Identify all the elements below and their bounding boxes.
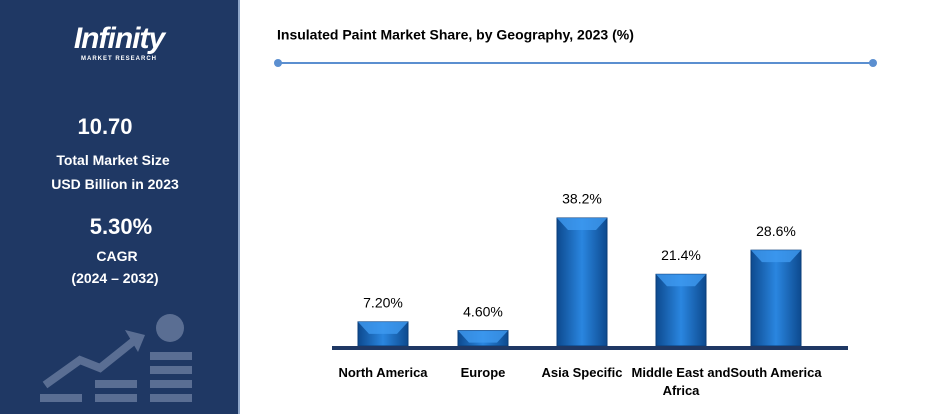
x-tick-label: Asia Specific	[541, 365, 623, 380]
cagr: 5.30%	[89, 214, 153, 239]
market-size-unit: USD Billion in 2023	[51, 176, 179, 192]
logo-sub: MARKET RESEARCH	[80, 56, 157, 62]
x-tick-label: South America	[730, 365, 822, 380]
chart-title: Insulated Paint Market Share, by Geograp…	[277, 27, 634, 43]
value-label: 38.2%	[562, 191, 602, 207]
logo: Infinity	[73, 22, 165, 55]
x-tick-label: Europe	[460, 365, 506, 380]
bar-bevel	[458, 330, 508, 343]
x-tick-label: North America	[338, 365, 428, 380]
cagr-period: (2024 – 2032)	[71, 270, 159, 286]
market-size-label: Total Market Size	[56, 152, 170, 168]
bar-bevel	[557, 218, 607, 230]
value-label: 7.20%	[363, 295, 403, 311]
rule-dot	[869, 59, 877, 67]
rule-dot	[274, 59, 282, 67]
value-label: 4.60%	[463, 303, 503, 319]
bar-bevel	[358, 321, 408, 334]
value-label: 28.6%	[756, 223, 796, 239]
market-size: 10.70	[77, 114, 133, 139]
sidebar: Infinity MARKET RESEARCH 10.70 Total Mar…	[0, 0, 240, 414]
bar-bevel	[656, 274, 706, 287]
value-label: 21.4%	[661, 247, 701, 263]
cagr-label: CAGR	[96, 248, 138, 264]
bar-bevel	[751, 250, 801, 263]
bar	[556, 217, 608, 347]
bar	[750, 249, 802, 347]
x-tick-label: Middle East and Africa	[631, 365, 731, 398]
sidebar-icon	[40, 314, 192, 402]
